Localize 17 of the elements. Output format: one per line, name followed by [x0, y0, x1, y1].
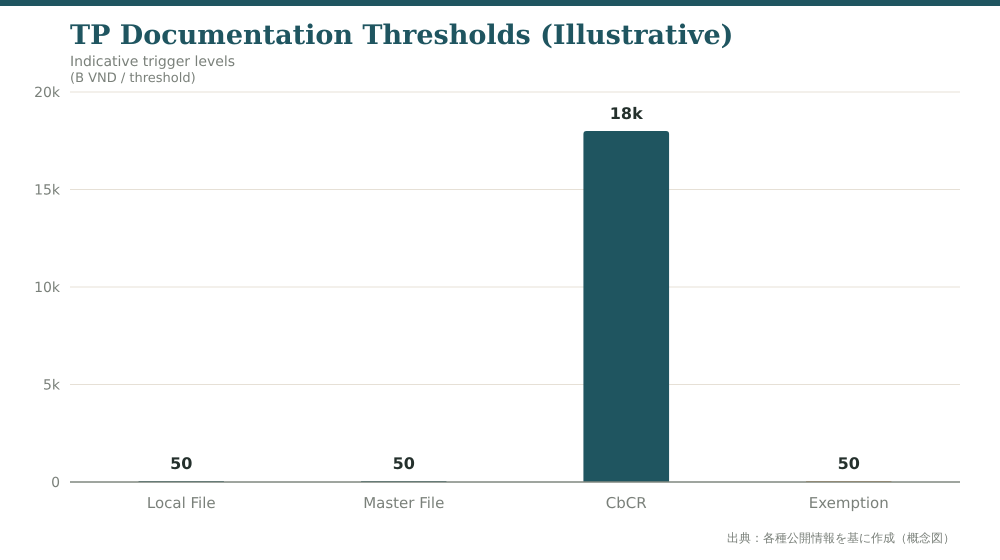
y-tick-label: 15k: [34, 182, 61, 198]
data-label: 50: [838, 454, 860, 474]
data-label: 50: [392, 454, 415, 474]
data-label: 50: [170, 454, 192, 474]
data-label: 18k: [610, 104, 644, 123]
y-tick-label: 20k: [34, 85, 61, 101]
y-tick-label: 0: [51, 475, 60, 491]
x-tick-label: Local File: [146, 494, 216, 512]
x-tick-label: Master File: [363, 494, 444, 512]
y-axis-title: (B VND / threshold): [70, 71, 196, 86]
y-tick-label: 10k: [34, 280, 61, 296]
y-tick-label: 5k: [42, 378, 61, 394]
chart-title: TP Documentation Thresholds (Illustrative): [70, 20, 734, 51]
x-tick-label: CbCR: [606, 494, 647, 512]
x-tick-label: Exemption: [808, 494, 889, 512]
source-note: 出典：各種公開情報を基に作成（概念図）: [727, 531, 955, 545]
chart-subtitle: Indicative trigger levels: [70, 54, 236, 70]
